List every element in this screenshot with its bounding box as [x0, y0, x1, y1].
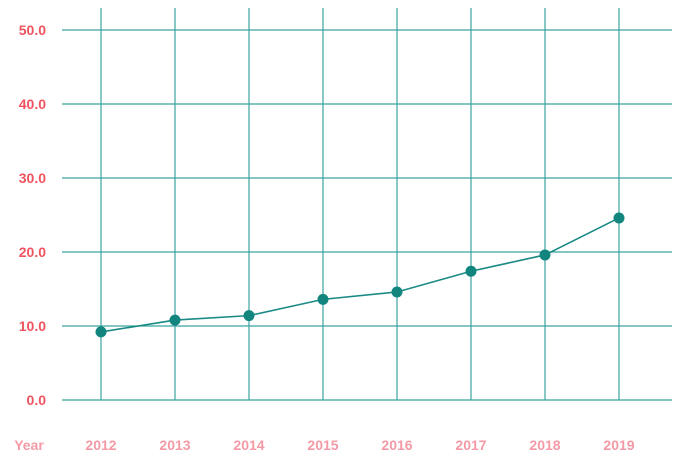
x-tick-label: 2017 [455, 437, 486, 453]
data-point [539, 249, 551, 261]
x-tick-label: 2018 [529, 437, 560, 453]
x-axis-label: Year [14, 437, 44, 453]
series [95, 212, 625, 338]
y-tick-label: 50.0 [19, 22, 46, 38]
data-point [317, 293, 329, 305]
series-line [100, 217, 620, 333]
y-tick-label: 0.0 [27, 392, 47, 408]
x-tick-label: 2015 [307, 437, 338, 453]
x-tick-label: 2012 [85, 437, 116, 453]
grid [62, 8, 672, 401]
x-tick-label: 2016 [381, 437, 412, 453]
x-tick-label: 2019 [603, 437, 634, 453]
data-point [95, 326, 107, 338]
x-axis-ticks: Year 2012 2013 2014 2015 2016 2017 2018 2019 [14, 437, 635, 453]
data-point [465, 265, 477, 277]
data-point [243, 310, 255, 322]
y-axis-ticks: 0.0 10.0 20.0 30.0 40.0 50.0 [19, 22, 46, 408]
x-tick-label: 2013 [159, 437, 190, 453]
data-point [391, 286, 403, 298]
data-point [169, 314, 181, 326]
y-tick-label: 10.0 [19, 318, 46, 334]
y-tick-label: 20.0 [19, 244, 46, 260]
y-tick-label: 40.0 [19, 96, 46, 112]
y-tick-label: 30.0 [19, 170, 46, 186]
data-point [613, 212, 625, 224]
x-tick-label: 2014 [233, 437, 264, 453]
